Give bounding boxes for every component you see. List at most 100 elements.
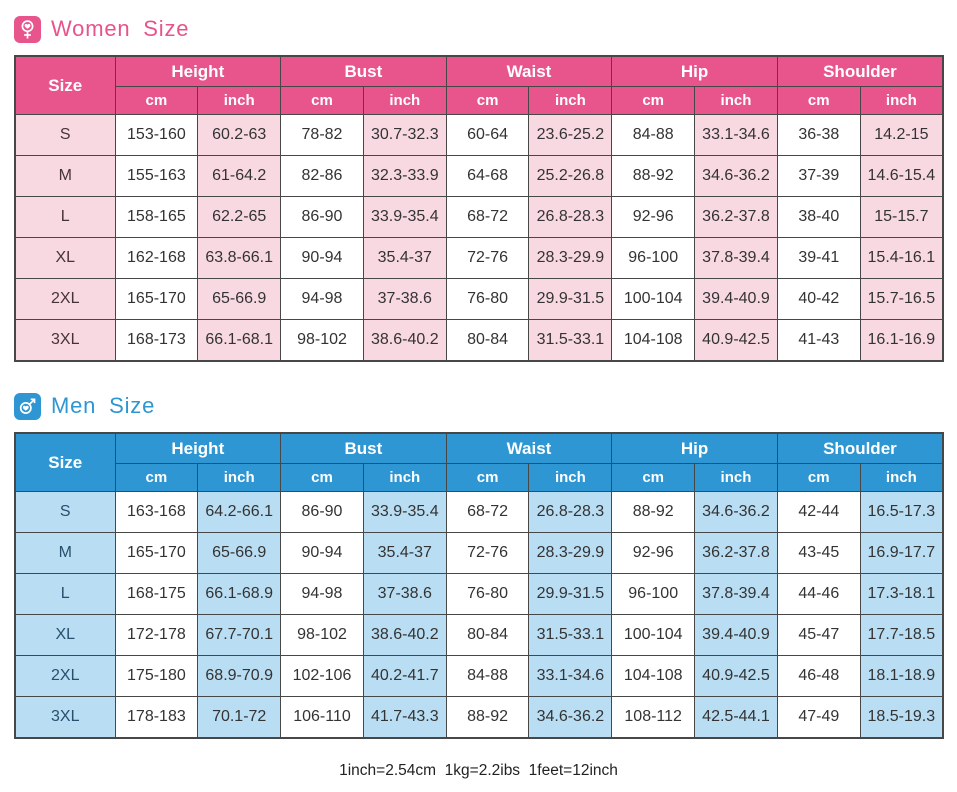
cell: 68-72 bbox=[445, 196, 530, 238]
size-value: 2XL bbox=[14, 278, 116, 320]
men-header-unit-row: cm inch cm inch cm inch cm inch cm inch bbox=[15, 463, 944, 492]
women-section-title: Women Size bbox=[14, 14, 944, 44]
women-waist-inch-header: inch bbox=[528, 86, 613, 115]
cell: 80-84 bbox=[445, 319, 530, 362]
cell: 41.7-43.3 bbox=[362, 696, 447, 739]
women-bust-cm-header: cm bbox=[280, 86, 364, 115]
women-column-header-height: Height bbox=[114, 55, 282, 87]
cell: 30.7-32.3 bbox=[362, 114, 447, 156]
cell: 90-94 bbox=[280, 237, 364, 279]
women-size-table: Size Height Bust Waist Hip Shoulder cm i… bbox=[14, 55, 944, 362]
cell: 32.3-33.9 bbox=[362, 155, 447, 197]
cell: 46-48 bbox=[776, 655, 861, 697]
cell: 28.3-29.9 bbox=[528, 532, 613, 574]
women-column-header-size: Size bbox=[14, 55, 116, 115]
table-row: M 155-163 61-64.2 82-86 32.3-33.9 64-68 … bbox=[14, 155, 944, 197]
cell: 33.9-35.4 bbox=[362, 491, 447, 533]
cell: 104-108 bbox=[611, 319, 696, 362]
cell: 66.1-68.1 bbox=[197, 319, 282, 362]
men-height-inch-header: inch bbox=[197, 463, 282, 492]
cell: 155-163 bbox=[114, 155, 199, 197]
cell: 82-86 bbox=[280, 155, 364, 197]
women-height-inch-header: inch bbox=[197, 86, 282, 115]
cell: 26.8-28.3 bbox=[528, 196, 613, 238]
cell: 17.3-18.1 bbox=[859, 573, 944, 615]
cell: 38-40 bbox=[776, 196, 861, 238]
table-row: 3XL 168-173 66.1-68.1 98-102 38.6-40.2 8… bbox=[14, 319, 944, 362]
cell: 34.6-36.2 bbox=[694, 491, 778, 533]
cell: 68-72 bbox=[445, 491, 530, 533]
cell: 33.1-34.6 bbox=[528, 655, 613, 697]
cell: 31.5-33.1 bbox=[528, 614, 613, 656]
cell: 94-98 bbox=[280, 573, 364, 615]
men-height-cm-header: cm bbox=[114, 463, 199, 492]
cell: 67.7-70.1 bbox=[197, 614, 282, 656]
size-value: M bbox=[14, 155, 116, 197]
cell: 100-104 bbox=[611, 614, 696, 656]
men-hip-inch-header: inch bbox=[694, 463, 778, 492]
women-hip-cm-header: cm bbox=[611, 86, 696, 115]
size-value: XL bbox=[14, 614, 116, 656]
cell: 40.9-42.5 bbox=[694, 655, 778, 697]
cell: 178-183 bbox=[114, 696, 199, 739]
cell: 42.5-44.1 bbox=[694, 696, 778, 739]
cell: 14.6-15.4 bbox=[859, 155, 944, 197]
cell: 78-82 bbox=[280, 114, 364, 156]
men-waist-inch-header: inch bbox=[528, 463, 613, 492]
table-row: L 158-165 62.2-65 86-90 33.9-35.4 68-72 … bbox=[14, 196, 944, 238]
men-hip-cm-header: cm bbox=[611, 463, 696, 492]
men-column-header-height: Height bbox=[114, 432, 282, 464]
cell: 36.2-37.8 bbox=[694, 196, 778, 238]
cell: 72-76 bbox=[445, 532, 530, 574]
women-header-unit-row: cm inch cm inch cm inch cm inch cm inch bbox=[15, 86, 944, 115]
cell: 14.2-15 bbox=[859, 114, 944, 156]
cell: 37-38.6 bbox=[362, 573, 447, 615]
cell: 63.8-66.1 bbox=[197, 237, 282, 279]
cell: 94-98 bbox=[280, 278, 364, 320]
cell: 35.4-37 bbox=[362, 532, 447, 574]
cell: 88-92 bbox=[445, 696, 530, 739]
cell: 26.8-28.3 bbox=[528, 491, 613, 533]
cell: 96-100 bbox=[611, 237, 696, 279]
table-row: XL 172-178 67.7-70.1 98-102 38.6-40.2 80… bbox=[14, 614, 944, 656]
cell: 76-80 bbox=[445, 278, 530, 320]
unit-conversion-note: 1inch=2.54cm 1kg=2.2ibs 1feet=12inch bbox=[339, 762, 618, 779]
cell: 62.2-65 bbox=[197, 196, 282, 238]
cell: 37.8-39.4 bbox=[694, 573, 778, 615]
cell: 33.9-35.4 bbox=[362, 196, 447, 238]
cell: 98-102 bbox=[280, 319, 364, 362]
cell: 16.1-16.9 bbox=[859, 319, 944, 362]
men-column-header-waist: Waist bbox=[445, 432, 613, 464]
cell: 39-41 bbox=[776, 237, 861, 279]
women-size-section: Women Size Size Height Bust Waist Hip Sh… bbox=[13, 14, 944, 362]
cell: 96-100 bbox=[611, 573, 696, 615]
cell: 66.1-68.9 bbox=[197, 573, 282, 615]
men-bust-inch-header: inch bbox=[362, 463, 447, 492]
cell: 100-104 bbox=[611, 278, 696, 320]
cell: 163-168 bbox=[114, 491, 199, 533]
women-shoulder-inch-header: inch bbox=[859, 86, 944, 115]
size-value: M bbox=[14, 532, 116, 574]
table-row: L 168-175 66.1-68.9 94-98 37-38.6 76-80 … bbox=[14, 573, 944, 615]
cell: 60.2-63 bbox=[197, 114, 282, 156]
cell: 16.9-17.7 bbox=[859, 532, 944, 574]
cell: 35.4-37 bbox=[362, 237, 447, 279]
men-size-table: Size Height Bust Waist Hip Shoulder cm i… bbox=[14, 432, 944, 739]
cell: 88-92 bbox=[611, 155, 696, 197]
women-waist-cm-header: cm bbox=[445, 86, 530, 115]
women-header-group-row: Size Height Bust Waist Hip Shoulder bbox=[14, 55, 944, 115]
cell: 28.3-29.9 bbox=[528, 237, 613, 279]
size-value: S bbox=[14, 491, 116, 533]
men-waist-cm-header: cm bbox=[445, 463, 530, 492]
cell: 40.9-42.5 bbox=[694, 319, 778, 362]
cell: 34.6-36.2 bbox=[528, 696, 613, 739]
cell: 39.4-40.9 bbox=[694, 278, 778, 320]
size-value: 2XL bbox=[14, 655, 116, 697]
cell: 86-90 bbox=[280, 491, 364, 533]
men-size-section: Men Size Size Height Bust Waist Hip Shou… bbox=[13, 391, 944, 739]
men-column-header-size: Size bbox=[14, 432, 116, 492]
cell: 18.1-18.9 bbox=[859, 655, 944, 697]
women-column-header-hip: Hip bbox=[611, 55, 778, 87]
men-column-header-bust: Bust bbox=[280, 432, 447, 464]
cell: 64.2-66.1 bbox=[197, 491, 282, 533]
